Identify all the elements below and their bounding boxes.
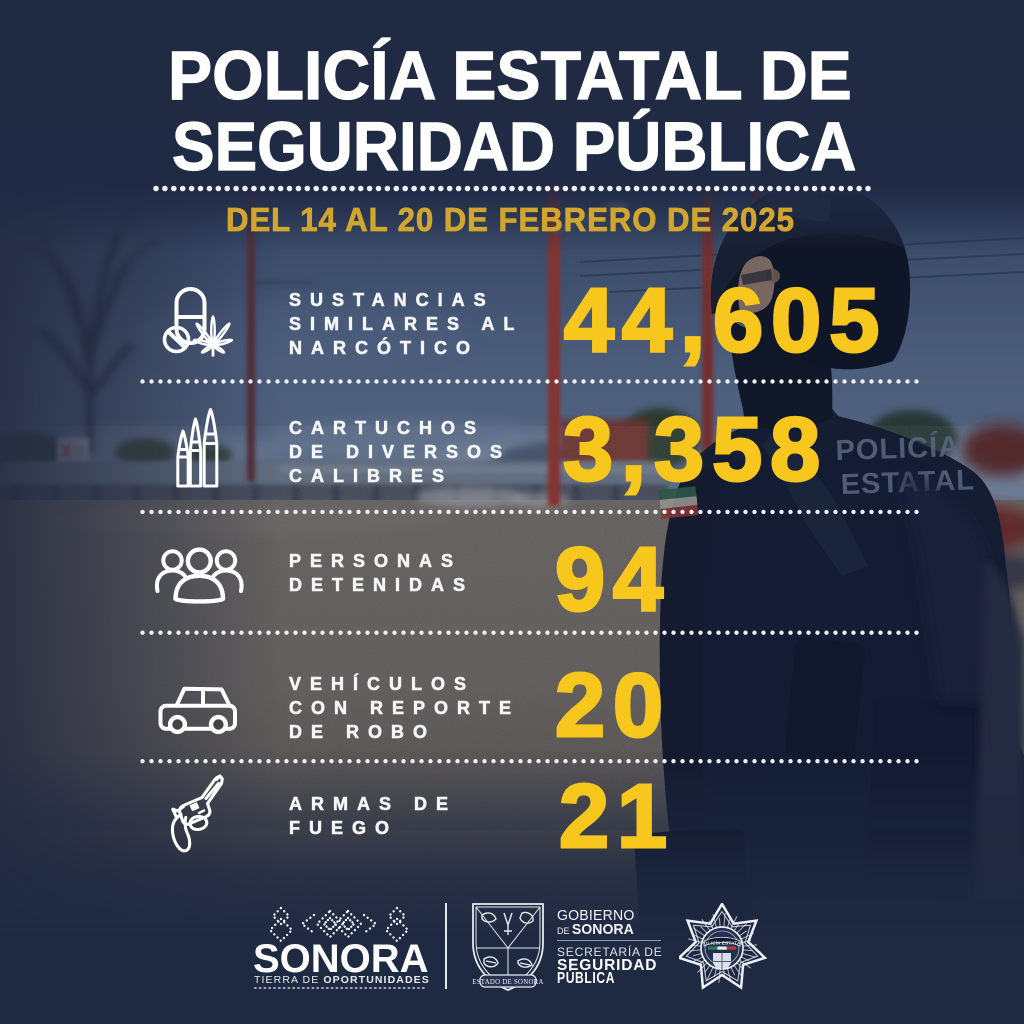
svg-text:POLICÍA ESTATAL: POLICÍA ESTATAL [701,939,744,946]
svg-text:POLICÍA: POLICÍA [835,429,961,467]
svg-text:ESTADO DE SONORA: ESTADO DE SONORA [472,979,543,986]
